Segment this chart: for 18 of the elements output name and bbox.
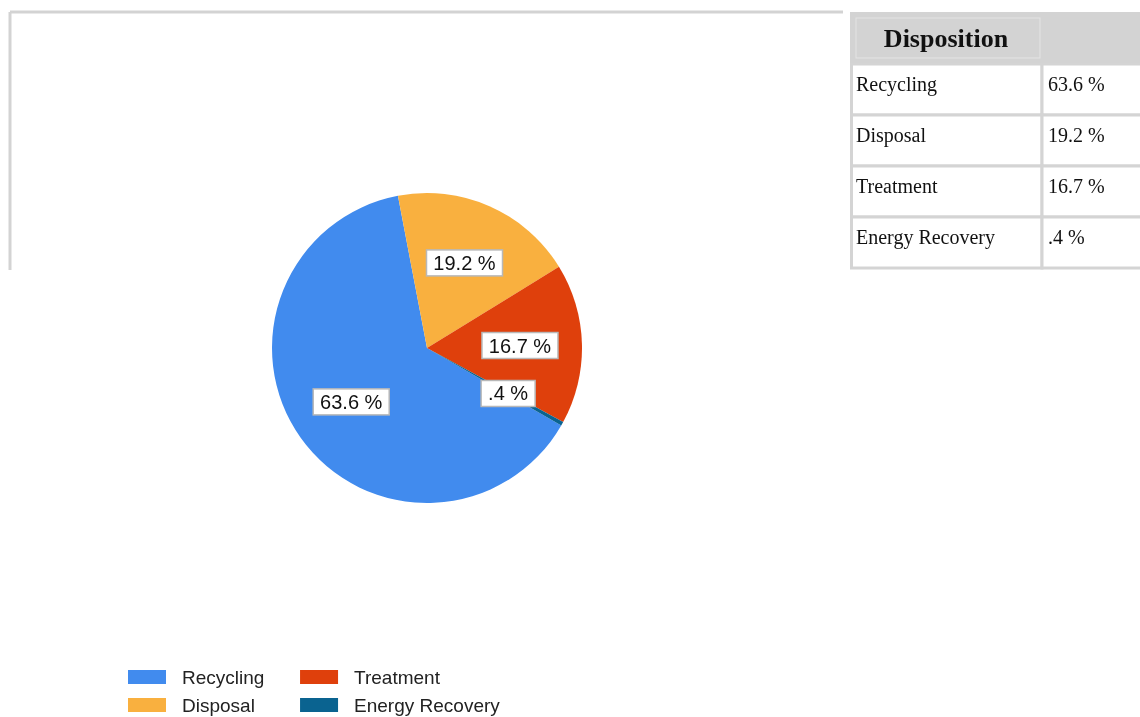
category-label: Disposal [856,124,926,146]
text: Disposition [883,23,1009,53]
data-label: .4 % [488,382,529,405]
data-label: 63.6 % [320,390,383,413]
data-label: 16.7 % [488,334,552,357]
text: 19.2 % [1048,124,1105,146]
category-label: Recycling [856,73,938,95]
legend-label: Treatment [354,666,441,688]
text: .4 % [1048,226,1085,248]
category-label: Energy Recovery [856,226,996,248]
legend-label: Disposal [182,694,255,716]
legend-label: Recycling [182,666,265,688]
text: 16.7 % [1048,175,1105,197]
pie-slice [272,195,562,503]
category-label: Treatment [856,175,938,197]
legend-label: Energy Recovery [354,694,501,716]
data-label: 19.2 % [433,251,496,274]
text: 63.6 % [1048,73,1105,95]
